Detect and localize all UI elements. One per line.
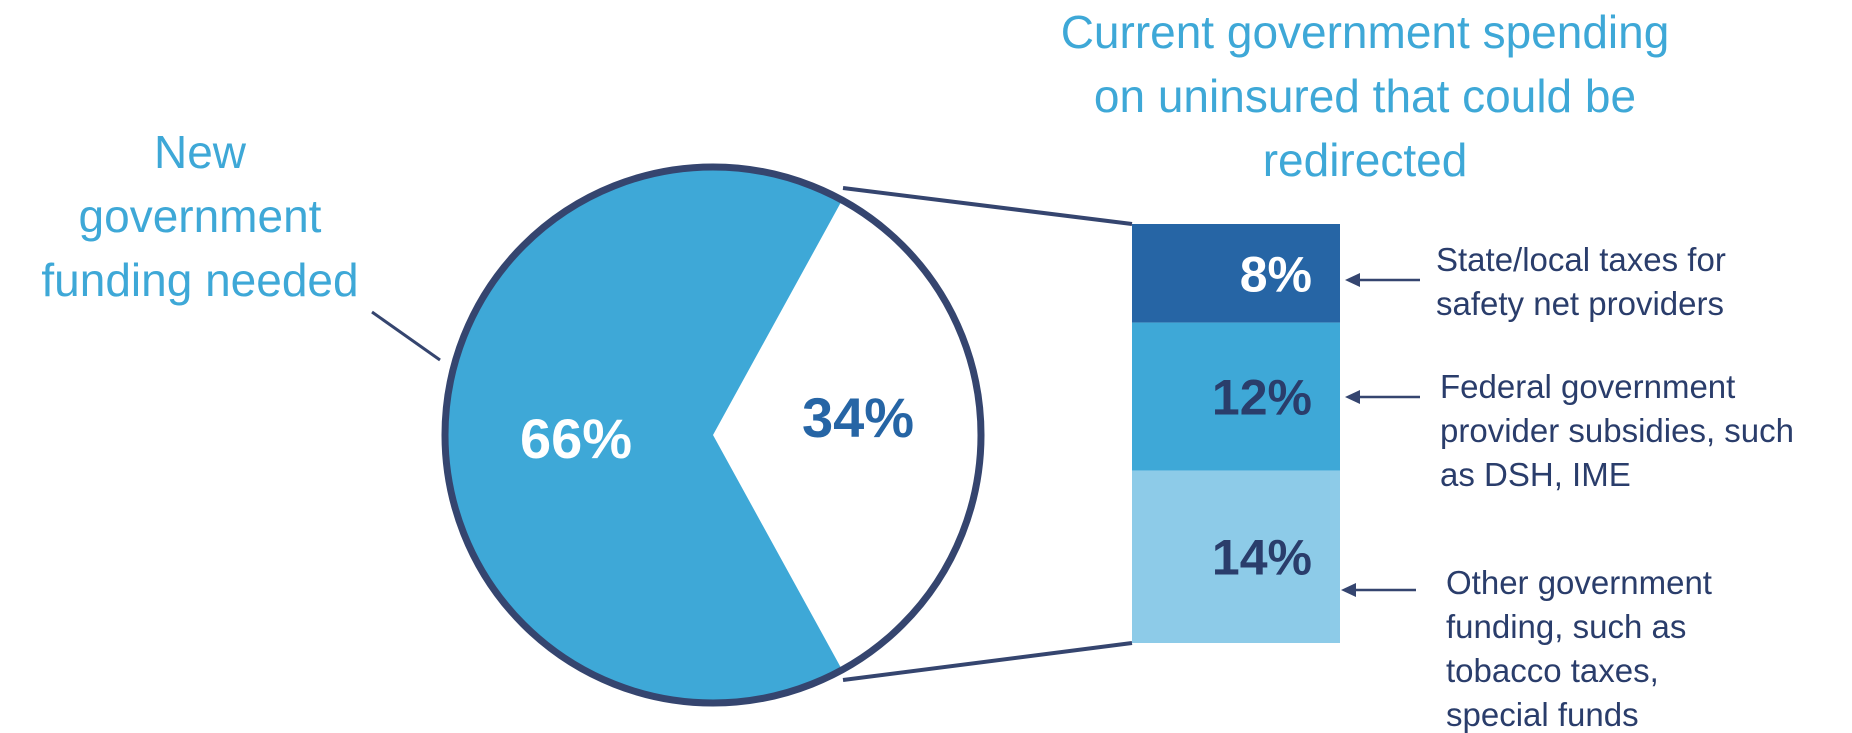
pie-annotation-line: government (79, 190, 322, 242)
note-line: funding, such as (1446, 608, 1686, 645)
bar-title-line: on uninsured that could be (1094, 70, 1636, 122)
note-arrowhead (1341, 583, 1356, 597)
connector-line-top (842, 186, 1133, 226)
bar-segment-label-federal: 12% (1212, 370, 1312, 426)
bar-notes: State/local taxes for safety net provide… (1341, 241, 1794, 733)
bar-segment-other (1132, 470, 1340, 643)
pie-label-current-spending: 34% (802, 386, 914, 449)
note-line: safety net providers (1436, 285, 1724, 322)
pie-label-new-funding: 66% (520, 407, 632, 470)
pie-annotation-line: funding needed (41, 254, 358, 306)
bar-title: Current government spending on uninsured… (1061, 6, 1670, 186)
bar-segment-label-state-local: 8% (1240, 246, 1312, 302)
pie-slice-new-funding (444, 166, 843, 703)
pie-chart: 66% 34% (441, 163, 985, 707)
pie-annotation-line: New (154, 126, 247, 178)
note-line: special funds (1446, 696, 1639, 733)
note-arrowhead (1345, 390, 1360, 404)
pie-annotation: New government funding needed (41, 126, 441, 362)
pie-outline (441, 163, 985, 707)
bar-segment-federal (1132, 322, 1340, 471)
note-line: State/local taxes for (1436, 241, 1726, 278)
note-line: as DSH, IME (1440, 456, 1631, 493)
pie-annotation-leader-line (371, 310, 441, 362)
connector-line-bottom (842, 641, 1133, 682)
bar-segment-state-local (1132, 224, 1340, 323)
bar-segment-label-other: 14% (1212, 530, 1312, 586)
note-line: Other government (1446, 564, 1712, 601)
note-line: tobacco taxes, (1446, 652, 1659, 689)
note-line: Federal government (1440, 368, 1735, 405)
note-arrowhead (1345, 273, 1360, 287)
note-line: provider subsidies, such (1440, 412, 1794, 449)
bar-title-line: redirected (1263, 134, 1468, 186)
stacked-bar: 8% 12% 14% (1132, 224, 1340, 643)
bar-title-line: Current government spending (1061, 6, 1670, 58)
